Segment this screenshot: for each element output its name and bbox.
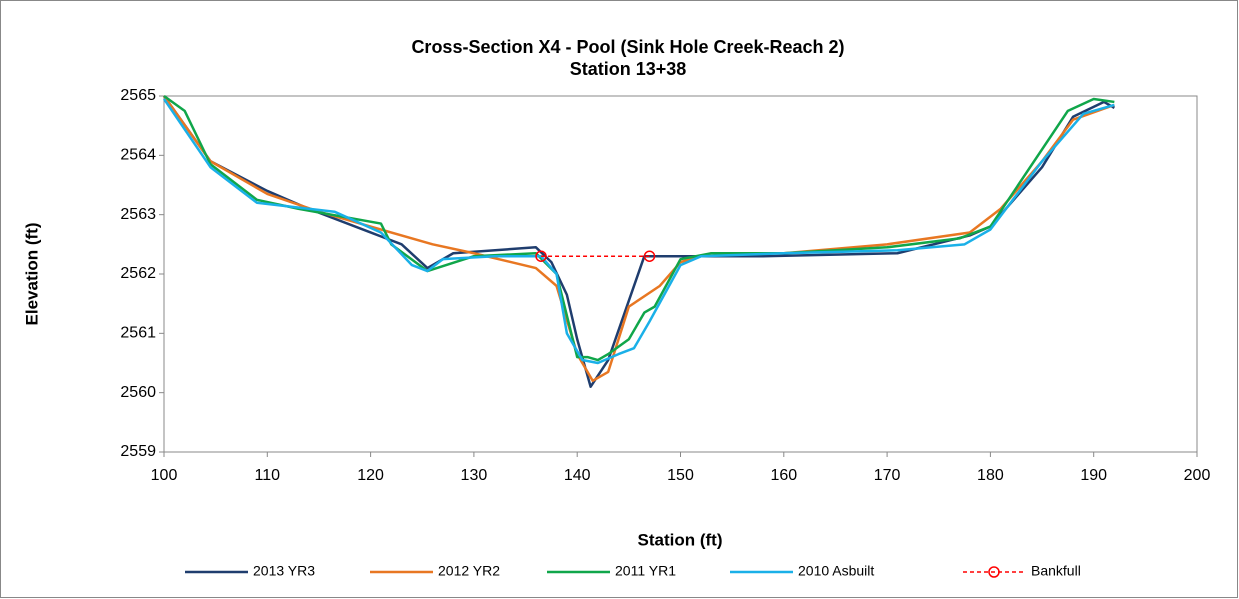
chart-title: Cross-Section X4 - Pool (Sink Hole Creek… <box>411 37 844 57</box>
y-tick-label: 2563 <box>120 206 156 223</box>
x-tick-label: 200 <box>1184 467 1211 484</box>
y-tick-label: 2562 <box>120 265 156 282</box>
x-tick-label: 180 <box>977 467 1004 484</box>
x-tick-label: 110 <box>255 467 281 484</box>
legend-label: Bankfull <box>1031 563 1081 579</box>
legend-marker <box>988 566 1000 578</box>
series-line <box>163 94 1115 362</box>
x-tick-label: 130 <box>461 467 488 484</box>
x-tick-label: 100 <box>151 467 178 484</box>
x-tick-label: 170 <box>874 467 901 484</box>
series-marker <box>535 250 547 262</box>
x-tick-label: 120 <box>357 467 384 484</box>
legend: 2013 YR3 2012 YR2 2011 YR1 2010 Asbuilt Bank… <box>185 563 1081 579</box>
y-tick-label: 2561 <box>120 325 156 342</box>
plot-area <box>163 95 1198 453</box>
legend-label: 2013 YR3 <box>253 563 315 579</box>
y-tick-label: 2565 <box>120 87 156 104</box>
series-line <box>162 95 1115 383</box>
legend-label: 2012 YR2 <box>438 563 500 579</box>
y-axis-title: Elevation (ft) <box>22 223 41 326</box>
legend-label: 2010 Asbuilt <box>798 563 874 579</box>
series-marker <box>643 250 656 262</box>
y-tick-label: 2559 <box>120 443 156 460</box>
y-tick-label: 2560 <box>120 384 156 401</box>
x-tick-label: 190 <box>1080 467 1107 484</box>
x-tick-label: 140 <box>564 467 591 484</box>
x-axis-title: Station (ft) <box>638 530 723 549</box>
x-tick-label: 150 <box>667 467 694 484</box>
y-tick-label: 2564 <box>120 147 156 164</box>
legend-label: 2011 YR1 <box>615 563 676 579</box>
series-line <box>162 98 1115 365</box>
chart-subtitle: Station 13+38 <box>570 59 687 79</box>
x-tick-label: 160 <box>770 467 797 484</box>
